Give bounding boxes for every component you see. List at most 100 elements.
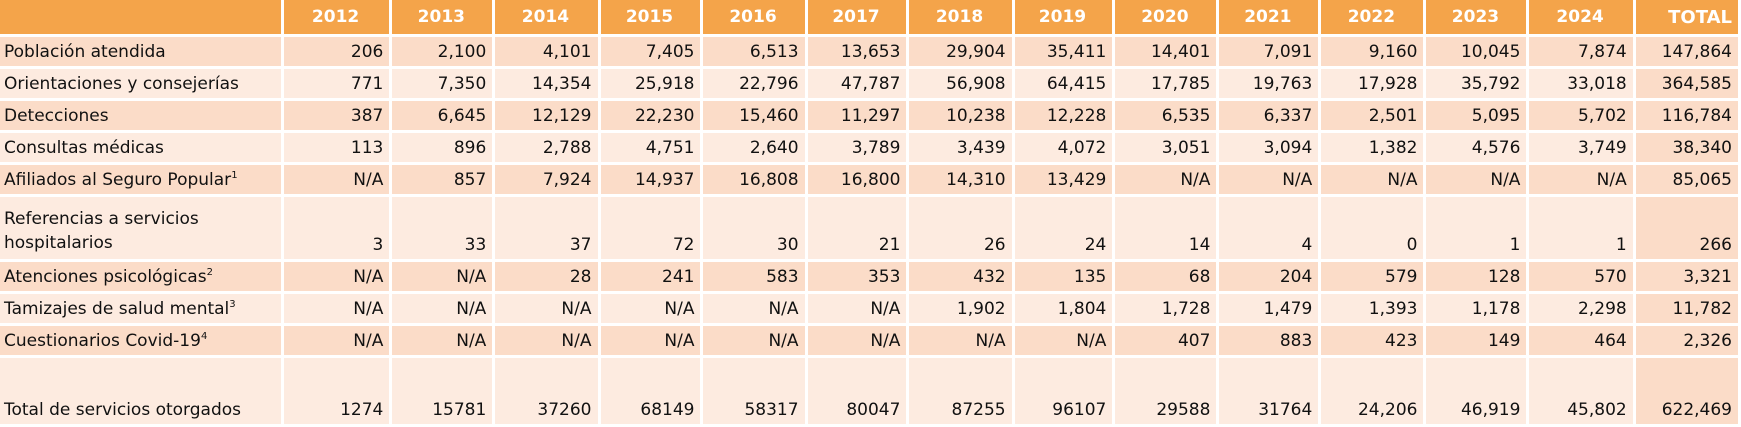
value-cell: 30 xyxy=(701,195,808,262)
footnote-marker: 3 xyxy=(229,298,236,310)
table-row: Cuestionarios Covid-194 N/A N/A N/A N/A N/A N/… xyxy=(0,324,1741,358)
value-cell: 46,919 xyxy=(1424,356,1530,427)
value-cell: N/A xyxy=(1217,163,1322,197)
row-label: Consultas médicas xyxy=(0,131,284,165)
value-cell: 149 xyxy=(1424,324,1530,358)
value-cell: 4 xyxy=(1217,195,1322,262)
value-cell: N/A xyxy=(282,260,393,294)
table-body: Población atendida 206 2,100 4,101 7,405 6,51… xyxy=(0,35,1741,427)
footnote-marker: 4 xyxy=(200,330,208,342)
value-cell: 0 xyxy=(1319,195,1427,262)
row-label-text: Atenciones psicológicas xyxy=(4,266,207,287)
value-cell: 1,804 xyxy=(1013,292,1116,326)
row-label: Referencias a servicios hospitalarios xyxy=(0,195,284,262)
value-cell: N/A xyxy=(493,324,601,358)
value-cell: 6,535 xyxy=(1113,99,1220,133)
value-cell: 2,788 xyxy=(493,131,601,165)
value-cell: 10,238 xyxy=(907,99,1015,133)
value-cell: 14,310 xyxy=(907,163,1015,197)
value-cell: 22,230 xyxy=(599,99,704,133)
value-cell: 12,129 xyxy=(493,99,601,133)
value-cell: 7,350 xyxy=(390,67,496,101)
value-cell: N/A xyxy=(390,292,496,326)
value-cell: 15,460 xyxy=(701,99,808,133)
value-cell: 135 xyxy=(1013,260,1116,294)
value-cell: 128 xyxy=(1424,260,1530,294)
value-cell: 25,918 xyxy=(599,67,704,101)
value-cell: 35,792 xyxy=(1424,67,1530,101)
value-cell: 353 xyxy=(806,260,910,294)
value-cell: 4,072 xyxy=(1013,131,1116,165)
row-label: Detecciones xyxy=(0,99,284,133)
value-cell: 896 xyxy=(390,131,496,165)
header-year: 2020 xyxy=(1113,0,1220,37)
row-label: Afiliados al Seguro Popular1 xyxy=(0,163,284,197)
value-cell: 4,101 xyxy=(493,35,601,69)
value-cell: 17,785 xyxy=(1113,67,1220,101)
value-cell: 10,045 xyxy=(1424,35,1530,69)
value-cell: 7,924 xyxy=(493,163,601,197)
footnote-marker: 1 xyxy=(231,169,238,181)
value-cell: 22,796 xyxy=(701,67,808,101)
total-cell: 116,784 xyxy=(1634,99,1741,133)
value-cell: 7,091 xyxy=(1217,35,1322,69)
value-cell: 3,789 xyxy=(806,131,910,165)
row-label: Orientaciones y consejerías xyxy=(0,67,284,101)
value-cell: 7,874 xyxy=(1527,35,1636,69)
value-cell: N/A xyxy=(1527,163,1636,197)
header-row: 2012 2013 2014 2015 2016 2017 2018 2019 … xyxy=(0,0,1741,37)
value-cell: 583 xyxy=(701,260,808,294)
total-cell: 364,585 xyxy=(1634,67,1741,101)
row-label-text: Población atendida xyxy=(4,41,166,62)
table-row: Tamizajes de salud mental3 N/A N/A N/A N/A N/… xyxy=(0,292,1741,326)
value-cell: 14,401 xyxy=(1113,35,1220,69)
value-cell: N/A xyxy=(806,324,910,358)
value-cell: 771 xyxy=(282,67,393,101)
value-cell: 3 xyxy=(282,195,393,262)
header-year: 2018 xyxy=(907,0,1015,37)
total-cell: 622,469 xyxy=(1634,356,1741,427)
header-year: 2014 xyxy=(493,0,601,37)
row-label-text: Orientaciones y consejerías xyxy=(4,73,239,94)
value-cell: N/A xyxy=(1424,163,1530,197)
value-cell: 33 xyxy=(390,195,496,262)
value-cell: 96107 xyxy=(1013,356,1116,427)
table-row: Referencias a servicios hospitalarios 3 33… xyxy=(0,195,1741,262)
header-year: 2019 xyxy=(1013,0,1116,37)
value-cell: 2,640 xyxy=(701,131,808,165)
value-cell: 1,178 xyxy=(1424,292,1530,326)
header-year: 2016 xyxy=(701,0,808,37)
value-cell: N/A xyxy=(701,324,808,358)
header-year: 2012 xyxy=(282,0,393,37)
total-cell: 38,340 xyxy=(1634,131,1741,165)
value-cell: 3,094 xyxy=(1217,131,1322,165)
value-cell: 4,576 xyxy=(1424,131,1530,165)
value-cell: 13,429 xyxy=(1013,163,1116,197)
value-cell: 2,100 xyxy=(390,35,496,69)
value-cell: 883 xyxy=(1217,324,1322,358)
value-cell: 29588 xyxy=(1113,356,1220,427)
value-cell: 64,415 xyxy=(1013,67,1116,101)
value-cell: 2,501 xyxy=(1319,99,1427,133)
value-cell: 72 xyxy=(599,195,704,262)
value-cell: 35,411 xyxy=(1013,35,1116,69)
value-cell: N/A xyxy=(599,292,704,326)
value-cell: 3,439 xyxy=(907,131,1015,165)
value-cell: N/A xyxy=(907,324,1015,358)
row-label: Total de servicios otorgados xyxy=(0,356,284,427)
header-year: 2022 xyxy=(1319,0,1427,37)
table-row: Población atendida 206 2,100 4,101 7,405 6,51… xyxy=(0,35,1741,69)
value-cell: 113 xyxy=(282,131,393,165)
value-cell: 4,751 xyxy=(599,131,704,165)
value-cell: 16,800 xyxy=(806,163,910,197)
value-cell: 11,297 xyxy=(806,99,910,133)
row-label-text: Total de servicios otorgados xyxy=(4,400,241,420)
value-cell: N/A xyxy=(282,292,393,326)
value-cell: 45,802 xyxy=(1527,356,1636,427)
total-cell: 85,065 xyxy=(1634,163,1741,197)
value-cell: N/A xyxy=(390,324,496,358)
value-cell: 1,902 xyxy=(907,292,1015,326)
value-cell: 56,908 xyxy=(907,67,1015,101)
value-cell: 9,160 xyxy=(1319,35,1427,69)
value-cell: 2,298 xyxy=(1527,292,1636,326)
